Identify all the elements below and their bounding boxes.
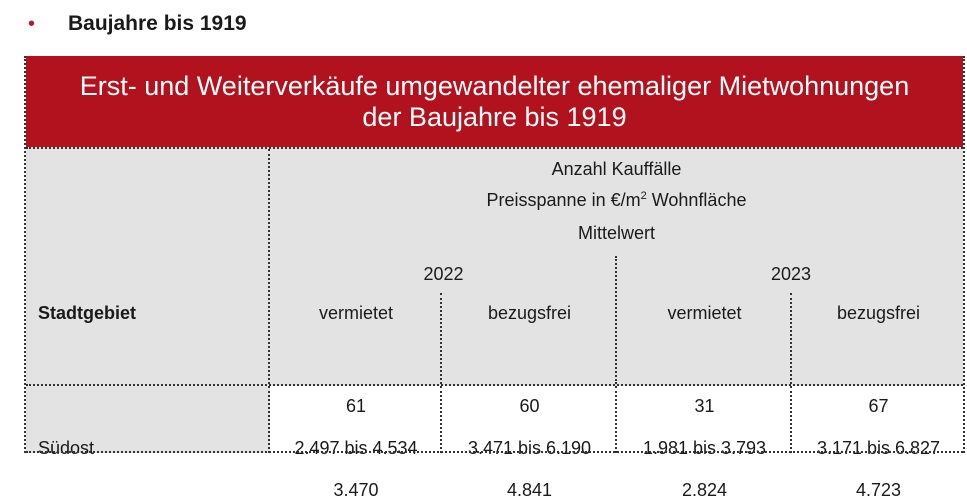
section-heading: • Baujahre bis 1919 [28, 8, 247, 40]
region-label: Südost [38, 438, 95, 458]
divider [268, 386, 270, 453]
table-body: Südost 61 2.497 bis 4.534 3.470 60 3.471… [26, 386, 963, 500]
year-2022: 2022 [423, 264, 464, 284]
divider [615, 256, 617, 384]
divider [268, 149, 270, 384]
price-table: Erst- und Weiterverkäufe umgewandelter e… [24, 56, 965, 500]
col-label-2022-vermietet: vermietet [318, 303, 394, 323]
table-title-line-1: Erst- und Weiterverkäufe umgewandelter e… [79, 70, 910, 101]
table-title-line-2: der Baujahre bis 1919 [362, 101, 627, 132]
cell-count: 61 [345, 396, 367, 416]
cell-range: 3.471 bis 6.190 [467, 438, 592, 458]
cell-count: 67 [868, 396, 889, 416]
col-label-2023-bezugsfrei: bezugsfrei [836, 303, 921, 323]
cell-range: 2.497 bis 4.534 [294, 438, 418, 458]
cell-count: 31 [694, 396, 715, 416]
table-bottom-border [26, 451, 963, 453]
col-label-2023-vermietet: vermietet [667, 303, 742, 323]
divider [615, 386, 617, 453]
cell-range: 1.981 bis 3.793 [642, 438, 767, 458]
cell-count: 60 [519, 396, 540, 416]
cell-mean: 4.723 [855, 480, 902, 500]
row-label-cell: Südost [26, 386, 270, 458]
cell-range: 3.171 bis 6.827 [816, 438, 941, 458]
header-mean-label: Mittelwert [577, 223, 655, 243]
cell-mean: 2.824 [681, 480, 728, 500]
col-label-2022-bezugsfrei: bezugsfrei [487, 303, 572, 323]
section-heading-text: Baujahre bis 1919 [68, 12, 247, 35]
row-header-stadtgebiet: Stadtgebiet [38, 303, 137, 323]
divider [440, 386, 442, 453]
bullet-icon: • [28, 13, 36, 35]
header-count-label: Anzahl Kauffälle [551, 159, 682, 179]
table-title: Erst- und Weiterverkäufe umgewandelter e… [26, 56, 963, 147]
divider [440, 293, 442, 384]
year-2023: 2023 [770, 264, 812, 284]
cell-mean: 4.841 [506, 480, 553, 500]
divider [790, 386, 792, 453]
table-header: Anzahl Kauffälle Preisspanne in €/m2 Woh… [26, 147, 963, 386]
divider [790, 293, 792, 384]
header-price-range-label: Preisspanne in €/m2 Wohnfläche [486, 190, 747, 210]
cell-mean: 3.470 [333, 480, 379, 500]
